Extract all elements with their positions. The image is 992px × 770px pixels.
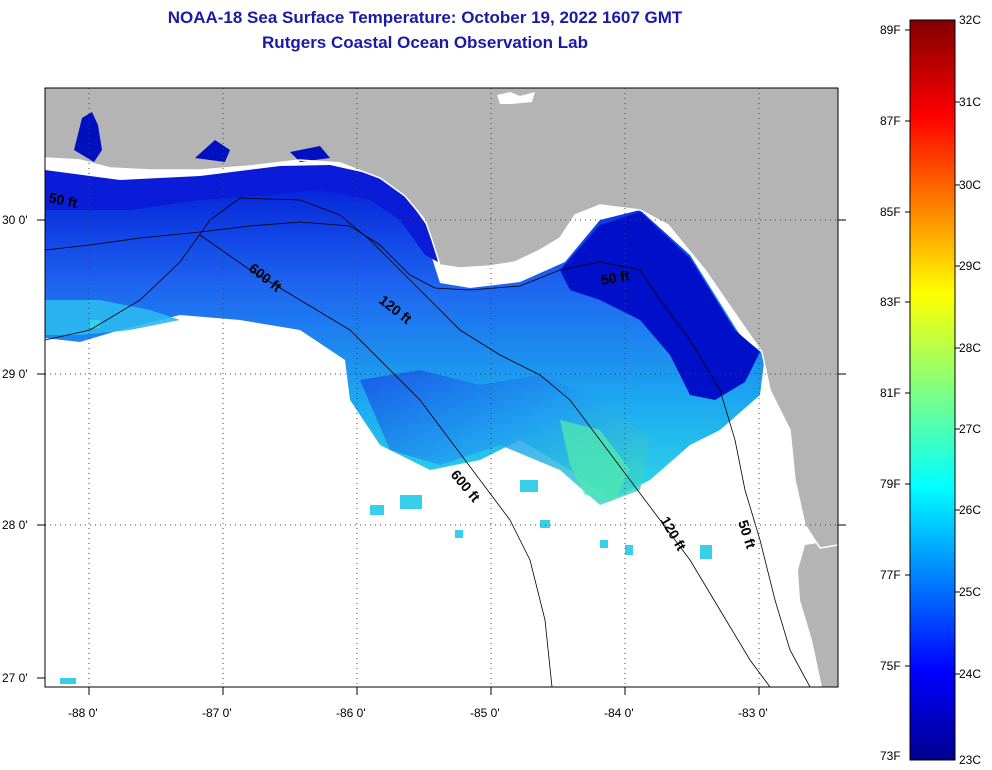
depth-contours [45, 197, 811, 687]
coastline [45, 157, 838, 549]
temperature-colorbar [909, 19, 956, 761]
lon-tick-label: -87 0' [202, 706, 232, 720]
land-peninsula [798, 540, 838, 687]
graticule [45, 88, 838, 687]
colorbar-c-label: 32C [959, 13, 981, 27]
sst-patch-west [45, 300, 180, 335]
land-mass [45, 88, 838, 548]
lon-tick-label: -86 0' [336, 706, 366, 720]
contour-label: 50 ft [47, 189, 79, 211]
colorbar-f-label: 81F [880, 386, 901, 400]
colorbar-c-label: 25C [959, 585, 981, 599]
colorbar-c-label: 26C [959, 503, 981, 517]
tick-marks [37, 219, 846, 695]
colorbar-f-label: 83F [880, 295, 901, 309]
colorbar-f-label: 87F [880, 114, 901, 128]
lon-tick-label: -85 0' [470, 706, 500, 720]
colorbar-c-label: 24C [959, 667, 981, 681]
lat-tick-label: 29 0' [2, 367, 28, 381]
colorbar-c-label: 23C [959, 753, 981, 767]
colorbar-ticks [905, 29, 960, 675]
map-title: NOAA-18 Sea Surface Temperature: October… [167, 8, 683, 27]
colorbar-c-label: 28C [959, 341, 981, 355]
colorbar-f-label: 77F [880, 568, 901, 582]
colorbar-f-label: 75F [880, 659, 901, 673]
sst-speckle [60, 320, 712, 684]
sst-warm-patch [560, 420, 630, 500]
mobile-bay [74, 112, 102, 162]
contour-600ft [199, 234, 553, 687]
lon-tick-label: -83 0' [738, 706, 768, 720]
colorbar-c-label: 31C [959, 95, 981, 109]
map-border [44, 87, 839, 688]
coastal-bay [195, 140, 230, 162]
lat-tick-label: 27 0' [2, 671, 28, 685]
coastal-bay [290, 146, 330, 162]
colorbar-c-label: 30C [959, 178, 981, 192]
colorbar-c-label: 27C [959, 422, 981, 436]
contour-50ft-west [45, 221, 811, 687]
colorbar-f-label: 73F [880, 749, 901, 763]
lon-tick-label: -84 0' [604, 706, 634, 720]
map-subtitle: Rutgers Coastal Ocean Observation Lab [262, 33, 588, 52]
lon-tick-label: -88 0' [68, 706, 98, 720]
sst-panhandle-nearshore [45, 165, 438, 262]
lake [497, 92, 535, 104]
contour-120ft [45, 197, 771, 687]
lat-tick-label: 30 0' [2, 213, 28, 227]
contour-label: 50 ft [600, 267, 631, 288]
colorbar-f-label: 89F [880, 23, 901, 37]
colorbar-f-label: 79F [880, 477, 901, 491]
colorbar-f-label: 85F [880, 205, 901, 219]
colorbar-c-label: 29C [959, 259, 981, 273]
lat-tick-label: 28 0' [2, 518, 28, 532]
sst-big-bend-shelf [560, 212, 760, 400]
